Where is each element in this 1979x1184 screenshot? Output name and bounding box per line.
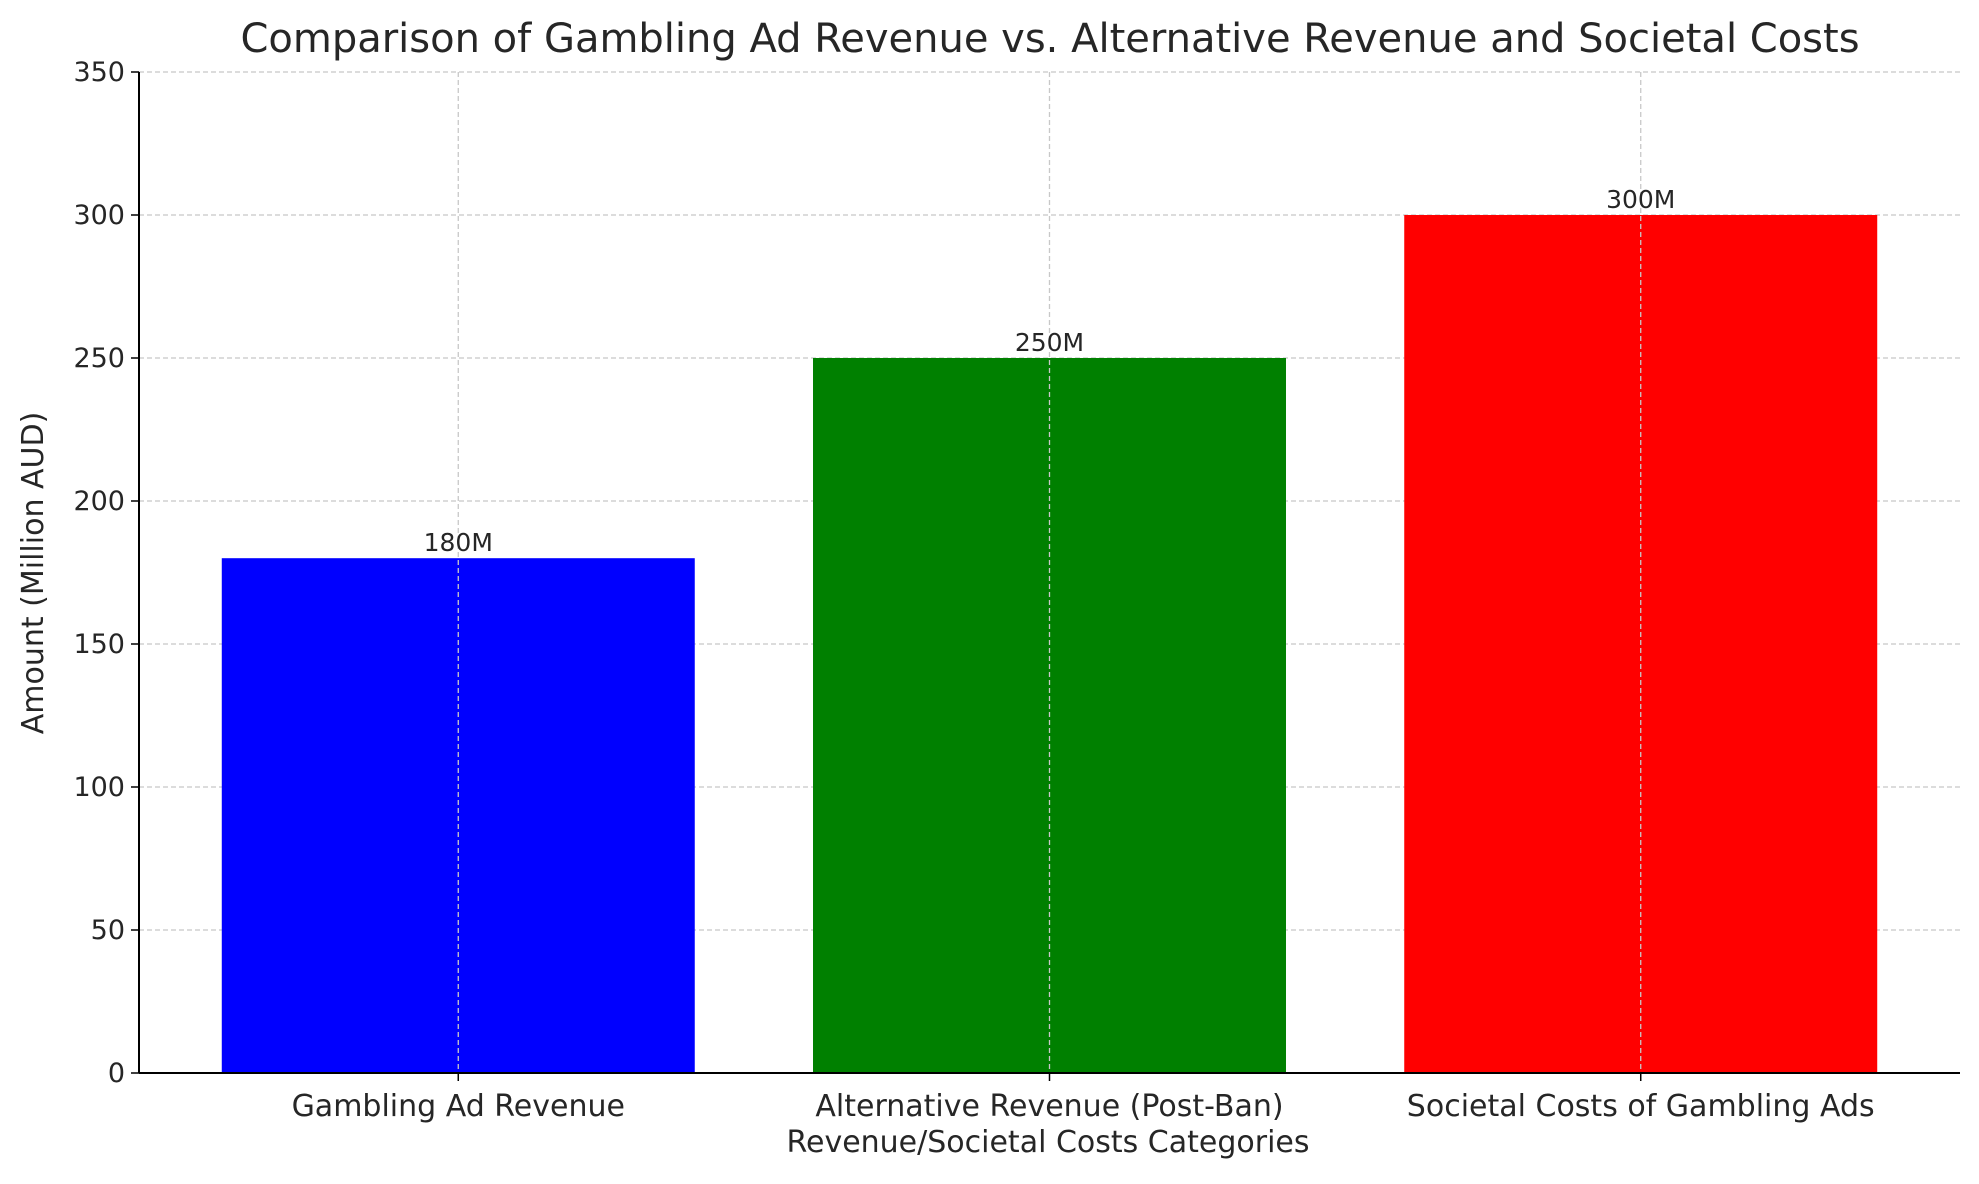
y-tick-label: 200 xyxy=(73,486,125,517)
data-label: 250M xyxy=(1015,328,1084,357)
labels: 0 50 100 150 200 250 300 350 Gambling Ad Revenue… xyxy=(73,57,1874,1124)
y-tick-label: 300 xyxy=(73,200,125,231)
vertical-grid xyxy=(457,72,1642,1073)
y-axis-label: Amount (Million AUD) xyxy=(16,412,51,735)
x-tick-label: Gambling Ad Revenue xyxy=(292,1089,625,1124)
y-tick-label: 250 xyxy=(73,343,125,374)
data-label: 300M xyxy=(1606,185,1675,214)
axes xyxy=(131,71,1960,1081)
y-tick-label: 100 xyxy=(73,772,125,803)
y-tick-label: 350 xyxy=(73,57,125,88)
data-label: 180M xyxy=(424,528,493,557)
x-tick-label: Societal Costs of Gambling Ads xyxy=(1407,1089,1875,1124)
y-tick-label: 0 xyxy=(108,1058,125,1089)
x-tick-label: Alternative Revenue (Post-Ban) xyxy=(815,1089,1283,1124)
chart-title: Comparison of Gambling Ad Revenue vs. Al… xyxy=(240,16,1859,62)
x-axis-label: Revenue/Societal Costs Categories xyxy=(786,1125,1309,1160)
y-tick-label: 150 xyxy=(73,629,125,660)
y-tick-label: 50 xyxy=(91,915,125,946)
